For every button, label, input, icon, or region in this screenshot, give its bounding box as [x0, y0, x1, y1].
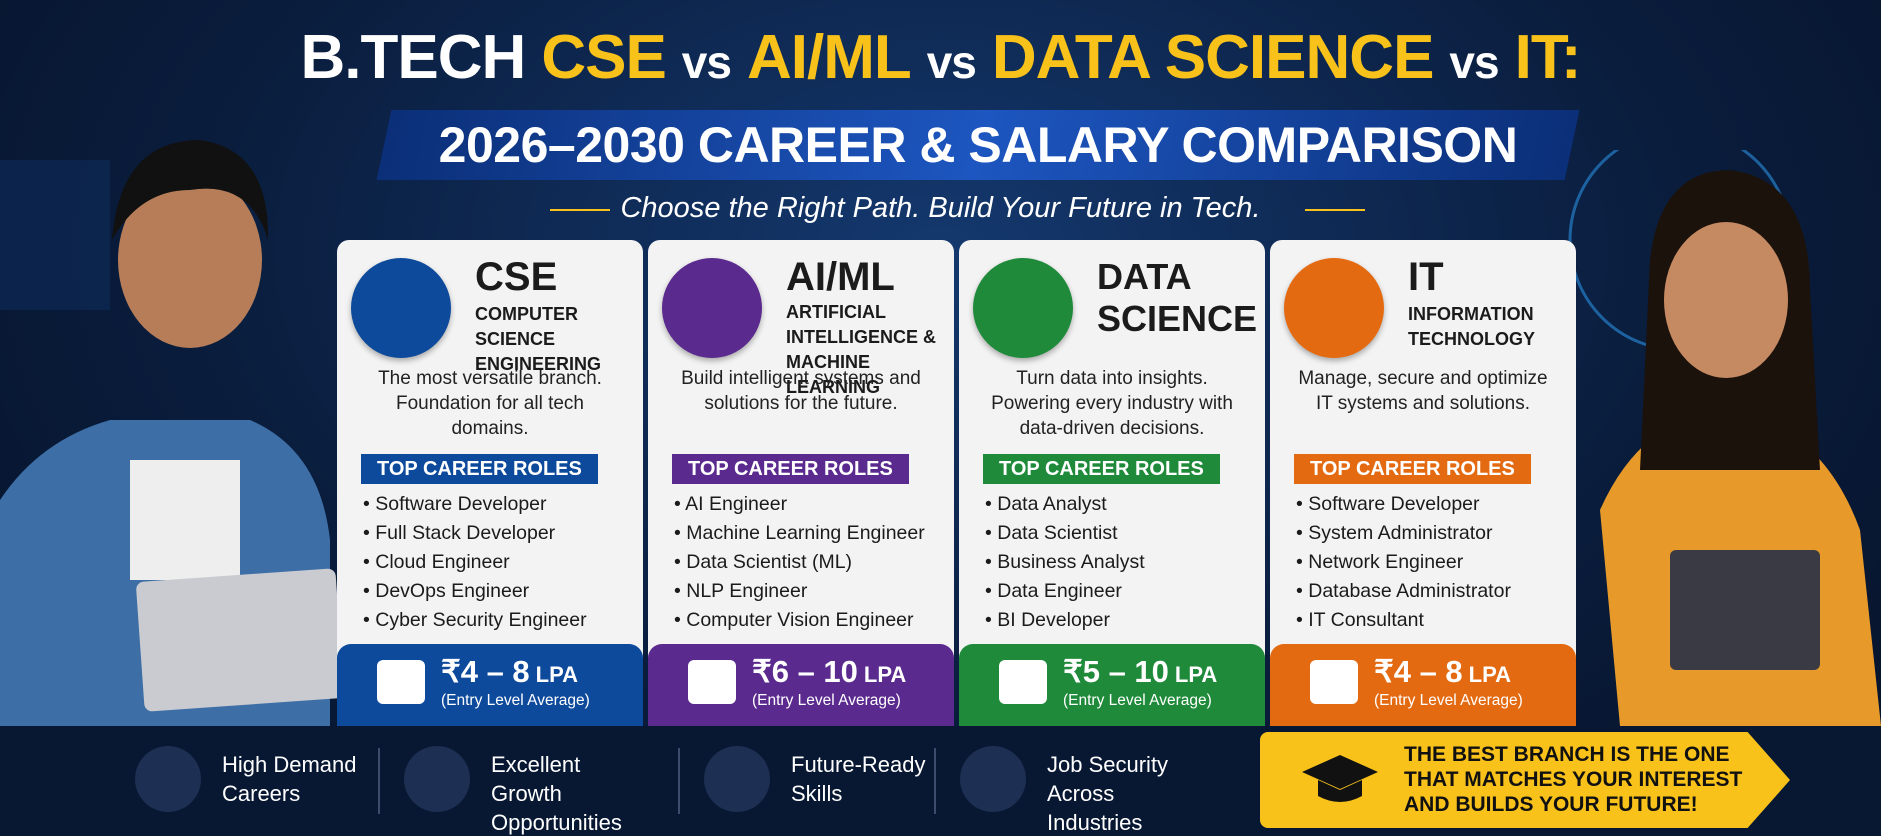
title-part: B.TECH [300, 23, 527, 92]
salary: ₹5 – 10 LPA [1063, 654, 1218, 689]
role: NLP Engineer [674, 577, 925, 606]
feature: Excellent Growth Opportunities [491, 752, 622, 835]
subtitle: 2026–2030 CAREER & SALARY COMPARISON [438, 117, 1518, 173]
separator [678, 748, 680, 814]
card-name: DATA SCIENCE [1097, 256, 1258, 339]
wallet-icon [377, 660, 425, 704]
feature-icon [135, 746, 201, 812]
wallet-icon [999, 660, 1047, 704]
roles-heading: TOP CAREER ROLES [983, 454, 1220, 484]
separator [934, 748, 936, 814]
card-description: Build intelligent systems and solutions … [681, 368, 921, 414]
card-name: CSE [475, 255, 558, 299]
roles-heading: TOP CAREER ROLES [361, 454, 598, 484]
card-icon [1284, 258, 1384, 358]
feature-icon [704, 746, 770, 812]
roles-list: AI EngineerMachine Learning EngineerData… [674, 490, 925, 635]
title-part: AI/ML [746, 23, 912, 92]
card-icon [973, 258, 1073, 358]
role: Database Administrator [1296, 577, 1511, 606]
card-icon [351, 258, 451, 358]
salary-unit: LPA [1468, 662, 1512, 687]
card-description: Turn data into insights. Powering every … [991, 368, 1233, 439]
salary-note: (Entry Level Average) [441, 692, 590, 709]
role: Business Analyst [985, 548, 1144, 577]
feature-icon [960, 746, 1026, 812]
feature-icon [404, 746, 470, 812]
card-description: The most versatile branch. Foundation fo… [378, 368, 602, 439]
salary: ₹4 – 8 LPA [441, 654, 579, 689]
feature: Job Security Across Industries [1047, 752, 1169, 835]
role: Software Developer [363, 490, 587, 519]
student-left [0, 140, 340, 726]
role: Cloud Engineer [363, 548, 587, 577]
card-full-name: COMPUTER SCIENCE ENGINEERING [475, 304, 602, 374]
card: DATA SCIENCE Turn data into insights. Pow… [959, 240, 1265, 726]
title-part: vs [1449, 36, 1499, 88]
roles-list: Software DeveloperSystem AdministratorNe… [1296, 490, 1511, 635]
card: CSE COMPUTER SCIENCE ENGINEERING The most … [337, 240, 643, 726]
title-part: CSE [541, 23, 666, 92]
grad-cap-icon [1302, 755, 1378, 802]
tagline: Choose the Right Path. Build Your Future… [620, 192, 1261, 224]
card-description: Manage, secure and optimize IT systems a… [1298, 368, 1548, 414]
title-part: vs [926, 36, 977, 88]
card-name: IT [1408, 255, 1444, 299]
title-part: vs [681, 36, 732, 88]
salary: ₹4 – 8 LPA [1374, 654, 1512, 689]
feature: Future-Ready Skills [791, 752, 926, 806]
role: BI Developer [985, 606, 1145, 635]
salary-unit: LPA [863, 662, 907, 687]
salary-unit: LPA [1174, 662, 1218, 687]
card: AI/ML ARTIFICIAL INTELLIGENCE & MACHINE L… [648, 240, 954, 726]
feature: High Demand Careers [222, 752, 357, 806]
role: Computer Vision Engineer [674, 606, 925, 635]
wallet-icon [1310, 660, 1358, 704]
role: Data Analyst [985, 490, 1145, 519]
role: Cyber Security Engineer [363, 606, 586, 635]
role: AI Engineer [674, 490, 925, 519]
card: IT INFORMATION TECHNOLOGY Manage, secure a… [1270, 240, 1576, 726]
role: Data Engineer [985, 577, 1145, 606]
roles-heading: TOP CAREER ROLES [1294, 454, 1531, 484]
role: System Administrator [1296, 519, 1511, 548]
rule [550, 209, 610, 211]
roles-list: Data AnalystData ScientistBusiness Analy… [985, 490, 1145, 635]
separator [378, 748, 380, 814]
salary-unit: LPA [535, 662, 579, 687]
role: DevOps Engineer [363, 577, 587, 606]
role: Network Engineer [1296, 548, 1511, 577]
salary-note: (Entry Level Average) [1374, 692, 1523, 709]
role: Machine Learning Engineer [674, 519, 925, 548]
card-name: AI/ML [786, 255, 895, 299]
roles-heading: TOP CAREER ROLES [672, 454, 909, 484]
role: Software Developer [1296, 490, 1511, 519]
callout: THE BEST BRANCH IS THE ONE THAT MATCHES … [1404, 743, 1743, 816]
card-full-name: ARTIFICIAL INTELLIGENCE & MACHINE LEARNI… [786, 302, 937, 397]
roles-list: Software DeveloperFull Stack DeveloperCl… [363, 490, 587, 635]
salary-note: (Entry Level Average) [1063, 692, 1212, 709]
student-right [1568, 150, 1881, 726]
wallet-icon [688, 660, 736, 704]
title: B.TECH CSE vs AI/ML vs DATA SCIENCE vs IT: [0, 22, 1881, 93]
role: Data Scientist (ML) [674, 548, 925, 577]
salary-note: (Entry Level Average) [752, 692, 901, 709]
card-icon [662, 258, 762, 358]
card-full-name: INFORMATION TECHNOLOGY [1408, 304, 1536, 349]
title-part: IT: [1514, 23, 1582, 92]
role: Data Scientist [985, 519, 1145, 548]
rule [1305, 209, 1365, 211]
role: IT Consultant [1296, 606, 1511, 635]
title-part: DATA SCIENCE [991, 23, 1435, 92]
role: Full Stack Developer [363, 519, 587, 548]
salary: ₹6 – 10 LPA [752, 654, 907, 689]
